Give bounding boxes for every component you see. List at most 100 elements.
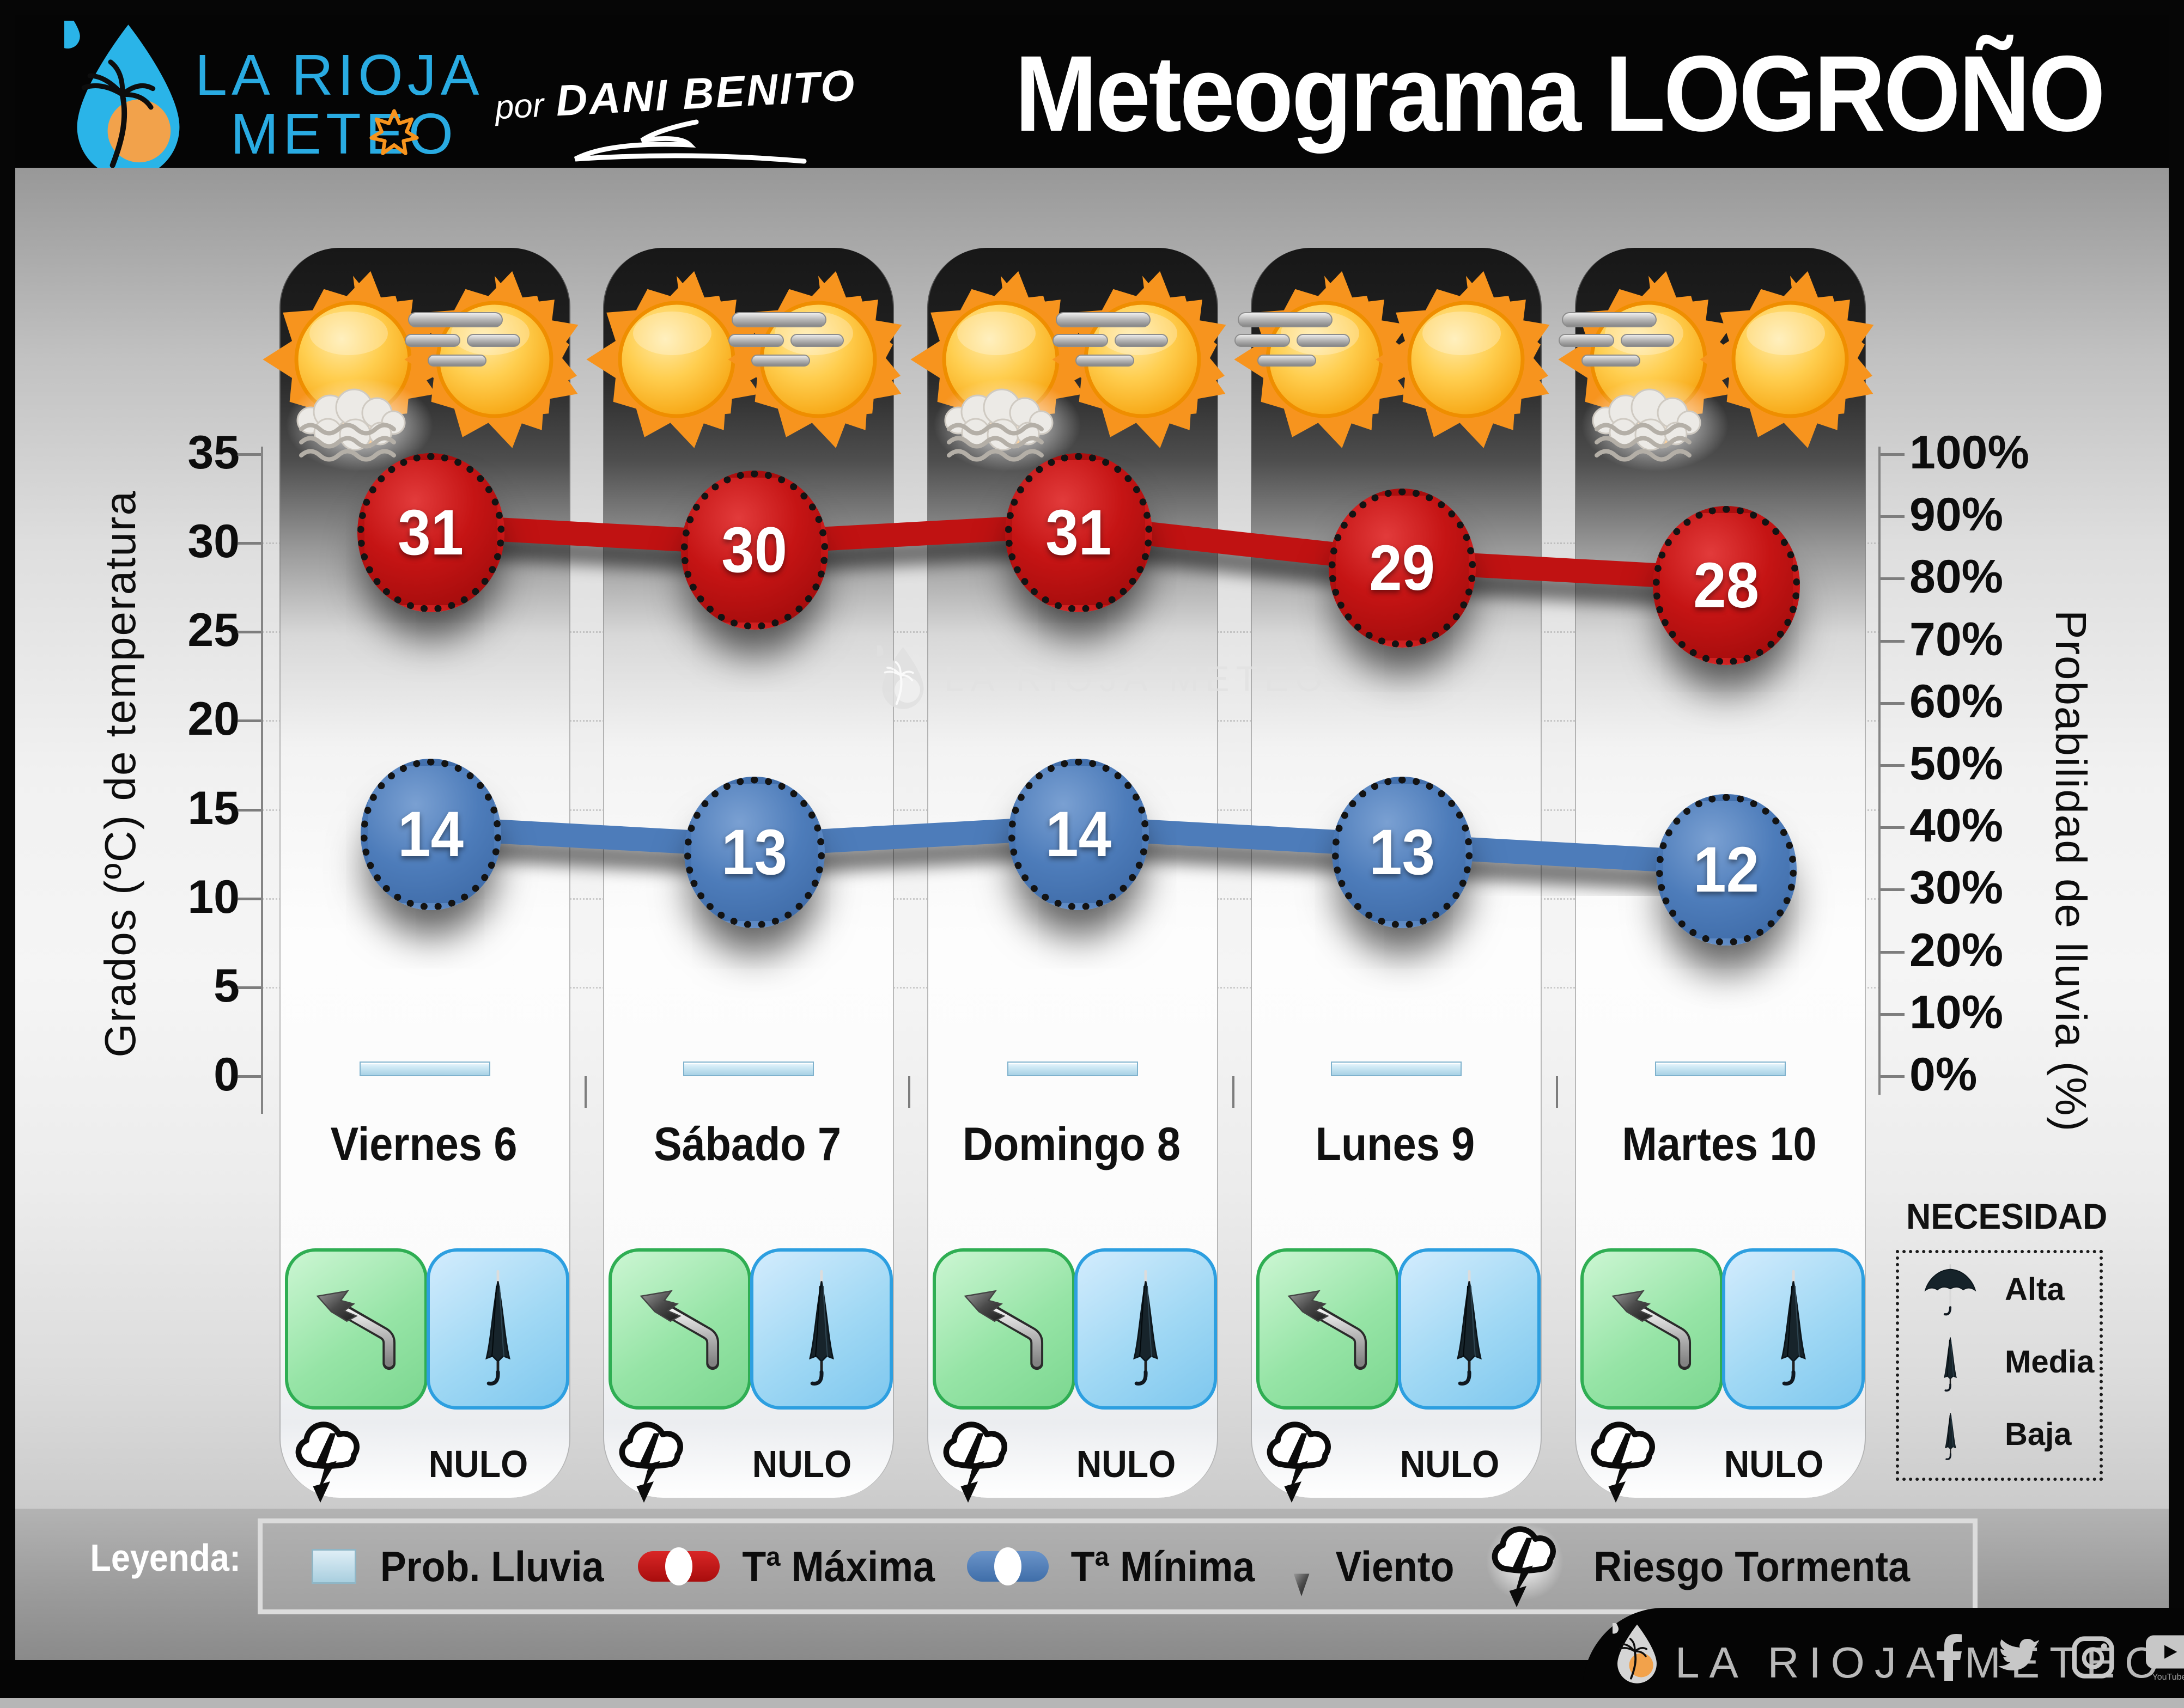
sun-icon	[910, 271, 1084, 471]
rain-probability-bar	[1007, 1062, 1138, 1076]
wind-lines-icon	[1234, 312, 1350, 367]
instagram-icon	[2072, 1636, 2114, 1681]
right-axis-tick	[1879, 515, 1905, 518]
rain-bar-swatch-icon	[312, 1549, 356, 1584]
wind-direction-arrow-icon	[640, 1290, 720, 1370]
wind-box	[1256, 1248, 1399, 1410]
wind-box	[284, 1248, 428, 1410]
footer-socials: YouTube	[1937, 1634, 2184, 1683]
left-axis-tick	[238, 986, 263, 989]
header: LA RIOJA METEO por DANI BENITO Meteogram…	[15, 11, 2169, 179]
temp-value: 31	[398, 496, 464, 569]
byline-underline-flourish	[565, 119, 816, 170]
day-label: Domingo 8	[962, 1118, 1181, 1170]
wind-box	[1580, 1248, 1723, 1410]
sun-icon	[262, 271, 436, 471]
leaf-icon	[369, 109, 419, 155]
left-axis-tick-label: 10	[187, 870, 240, 923]
necesidad-item: Baja	[1899, 1398, 2100, 1471]
storm-cloud-icon	[1267, 1422, 1331, 1503]
legend-item: Riesgo Tormenta	[1484, 1521, 1924, 1612]
legend-item: Tª Mínima	[967, 1542, 1263, 1591]
storm-risk-value: NULO	[428, 1443, 528, 1485]
right-axis-tick-label: 40%	[1909, 800, 2004, 852]
temp-value: 30	[721, 514, 788, 587]
sun-icon	[1699, 271, 1873, 448]
water-drop-logo-icon	[873, 642, 924, 709]
left-axis-tick	[238, 897, 263, 900]
watermark-drop-icon	[873, 642, 929, 712]
wind-box	[609, 1248, 751, 1410]
right-axis-tick	[1879, 764, 1905, 767]
weather-icon-group	[1550, 256, 1747, 471]
temp-value: 14	[1045, 798, 1111, 871]
left-axis-tick	[238, 631, 263, 634]
right-axis-tick-label: 100%	[1909, 426, 2029, 479]
day-label: Lunes 9	[1315, 1118, 1475, 1170]
rain-probability-bar	[359, 1062, 490, 1076]
right-axis-tick	[1879, 701, 1905, 705]
necesidad-title: NECESIDAD	[1906, 1196, 2108, 1236]
min-temp-point: 13	[684, 776, 825, 928]
brand-name-line2: METEO	[230, 102, 458, 166]
brand-logo-icon	[55, 11, 192, 181]
weather-icon-group	[1692, 256, 1888, 466]
storm-risk-value: NULO	[752, 1443, 852, 1485]
umbrella-box	[1721, 1248, 1865, 1410]
right-axis-tick	[1879, 453, 1905, 456]
wind-direction-arrow-icon	[1287, 1290, 1367, 1370]
umbrella-box	[750, 1248, 893, 1410]
wind-lines-icon	[1558, 312, 1674, 367]
watermark-text: LA RIOJA METEO	[944, 658, 1330, 699]
temp-value: 29	[1369, 532, 1435, 604]
legend-item: Prob. Lluvia	[312, 1542, 613, 1591]
youtube-label: YouTube	[2152, 1673, 2184, 1682]
x-axis-tick	[584, 1076, 587, 1108]
rain-probability-bar	[1654, 1062, 1786, 1076]
umbrella-closed-icon	[1944, 1407, 1956, 1460]
wind-direction-arrow-icon	[315, 1290, 396, 1370]
necesidad-item-label: Media	[2005, 1344, 2095, 1380]
weather-icon-group	[1044, 256, 1240, 466]
legend-item: Viento	[1287, 1534, 1459, 1599]
sun-icon	[404, 271, 578, 448]
left-axis-tick	[238, 453, 263, 456]
storm-risk-icon	[611, 1416, 693, 1510]
min-temp-point: 14	[360, 759, 501, 911]
right-axis-tick-label: 70%	[1909, 613, 2004, 666]
right-axis-title: Probabilidad de lluvia (%)	[2047, 610, 2095, 1133]
min-temp-point: 13	[1332, 776, 1473, 928]
right-axis-tick	[1879, 577, 1905, 581]
storm-cloud-icon	[295, 1422, 360, 1503]
umbrella-closed-icon	[485, 1270, 510, 1386]
rain-probability-bar	[683, 1062, 814, 1076]
sun-icon	[1051, 271, 1226, 448]
weather-icon-group	[397, 256, 593, 466]
temp-value: 13	[1369, 816, 1435, 888]
left-axis-tick-label: 25	[187, 604, 240, 657]
wind-lines-icon	[404, 312, 520, 367]
umbrella-box	[1074, 1248, 1217, 1410]
sun-icon	[728, 271, 902, 448]
storm-risk-icon	[1259, 1416, 1341, 1510]
fog-icon	[285, 379, 433, 471]
sun-icon	[1376, 271, 1550, 448]
water-drop-logo-icon	[55, 11, 180, 179]
storm-cloud-icon	[1591, 1422, 1655, 1503]
umbrella-open-icon	[1924, 1264, 1976, 1316]
necesidad-item-label: Alta	[2005, 1272, 2065, 1307]
right-axis-tick-label: 30%	[1909, 862, 2004, 914]
bottom-strip	[0, 1698, 2184, 1708]
watermark: LA RIOJA METEO	[873, 642, 1330, 712]
x-axis-tick	[908, 1076, 911, 1108]
wind-direction-arrow-icon	[963, 1290, 1043, 1370]
left-axis-tick-label: 30	[187, 515, 240, 568]
storm-cloud-icon	[1486, 1522, 1564, 1607]
umbrella-closed-icon	[1780, 1270, 1806, 1386]
wind-lines-icon	[1052, 312, 1168, 367]
right-axis-tick	[1879, 639, 1905, 643]
necesidad-item: Media	[1899, 1326, 2100, 1398]
right-axis-tick-label: 90%	[1909, 489, 2004, 541]
legend-box: Prob. Lluvia Tª Máxima Tª Mínima Viento Ries…	[258, 1518, 1978, 1614]
